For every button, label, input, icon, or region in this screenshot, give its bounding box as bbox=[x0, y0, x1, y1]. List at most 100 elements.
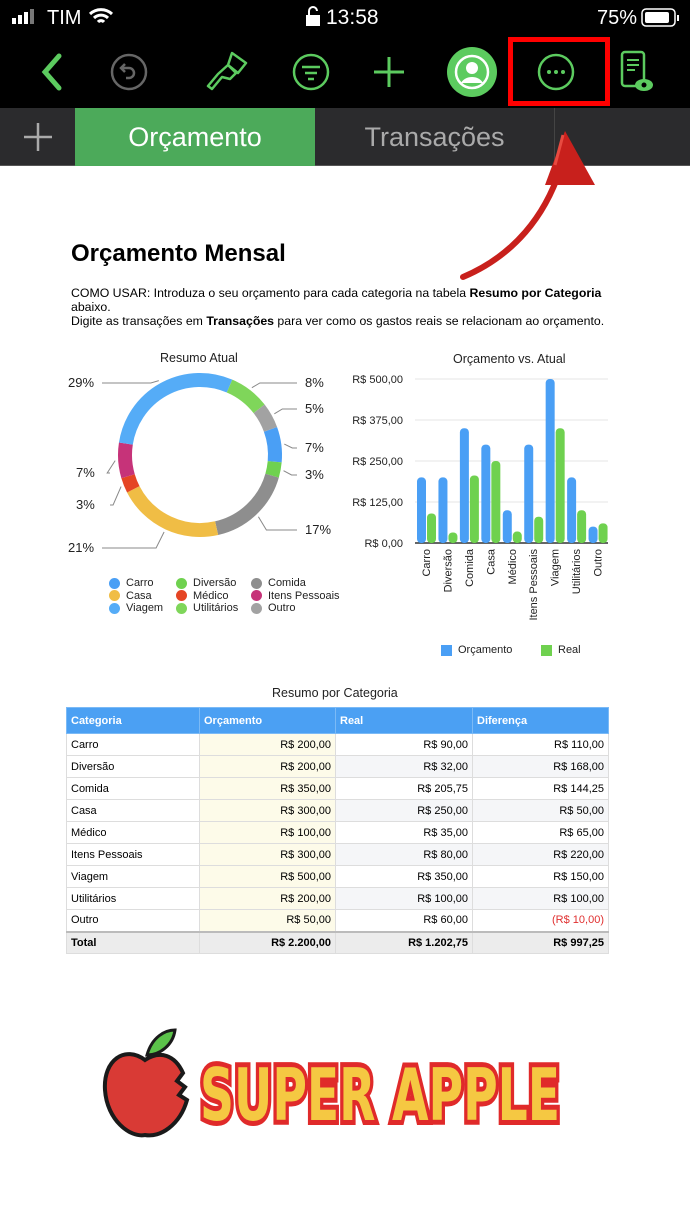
table-cell[interactable]: R$ 350,00 bbox=[199, 777, 336, 800]
bar-orçamento-comida[interactable] bbox=[459, 428, 469, 543]
bar-real-viagem[interactable] bbox=[555, 428, 565, 543]
donut-slice-utilitários[interactable] bbox=[226, 379, 265, 414]
header-orcamento[interactable]: Orçamento bbox=[199, 707, 336, 734]
ellipsis-icon bbox=[537, 53, 575, 91]
bar-real-diversão[interactable] bbox=[448, 532, 458, 543]
bar-orçamento-carro[interactable] bbox=[417, 477, 426, 543]
table-cell[interactable]: R$ 32,00 bbox=[335, 755, 473, 778]
table-cell[interactable]: R$ 300,00 bbox=[199, 843, 336, 866]
bar-orçamento-utilitários[interactable] bbox=[567, 477, 577, 543]
reader-view-button[interactable] bbox=[612, 48, 660, 96]
more-button[interactable] bbox=[532, 48, 580, 96]
table-cell[interactable]: R$ 200,00 bbox=[199, 755, 336, 778]
table-cell[interactable]: Viagem bbox=[66, 865, 200, 888]
table-cell[interactable]: R$ 65,00 bbox=[472, 821, 609, 844]
table-cell[interactable]: R$ 50,00 bbox=[199, 909, 336, 932]
legend-orcamento: Orçamento bbox=[441, 644, 512, 656]
header-diferenca[interactable]: Diferença bbox=[472, 707, 609, 734]
table-cell[interactable]: Diversão bbox=[66, 755, 200, 778]
collaborate-button[interactable] bbox=[447, 47, 497, 97]
legend-dot bbox=[109, 577, 120, 589]
table-cell[interactable]: R$ 100,00 bbox=[199, 821, 336, 844]
table-cell[interactable]: Itens Pessoais bbox=[66, 843, 200, 866]
pct-label: 17% bbox=[305, 522, 332, 537]
table-cell[interactable]: R$ 35,00 bbox=[335, 821, 473, 844]
back-button[interactable] bbox=[28, 48, 76, 96]
donut-slice-outro[interactable] bbox=[253, 404, 278, 432]
legend-real: Real bbox=[541, 644, 581, 656]
undo-button[interactable] bbox=[105, 48, 153, 96]
bar-orçamento-itens-pessoais[interactable] bbox=[524, 444, 534, 543]
table-cell[interactable]: R$ 150,00 bbox=[472, 865, 609, 888]
donut-slice-médico[interactable] bbox=[121, 474, 140, 493]
bar-orçamento-médico[interactable] bbox=[502, 510, 512, 543]
bar-real-comida[interactable] bbox=[469, 475, 479, 543]
leader-line bbox=[251, 382, 297, 389]
table-cell[interactable]: R$ 200,00 bbox=[199, 733, 336, 756]
format-button[interactable] bbox=[204, 48, 252, 96]
legend-item: Carro bbox=[109, 577, 154, 589]
donut-slice-casa[interactable] bbox=[127, 485, 219, 537]
total-cell: R$ 2.200,00 bbox=[199, 930, 336, 954]
table-row: Outro R$ 50,00 R$ 60,00 (R$ 10,00) bbox=[66, 909, 609, 932]
table-cell[interactable]: R$ 60,00 bbox=[335, 909, 473, 932]
table-cell[interactable]: R$ 220,00 bbox=[472, 843, 609, 866]
bar-real-carro[interactable] bbox=[427, 513, 436, 543]
table-cell[interactable]: R$ 90,00 bbox=[335, 733, 473, 756]
table-cell[interactable]: R$ 144,25 bbox=[472, 777, 609, 800]
donut-slice-itens-pessoais[interactable] bbox=[118, 442, 135, 479]
table-cell[interactable]: R$ 50,00 bbox=[472, 799, 609, 822]
bar-real-médico[interactable] bbox=[512, 531, 522, 543]
table-cell[interactable]: R$ 300,00 bbox=[199, 799, 336, 822]
table-cell[interactable]: Comida bbox=[66, 777, 200, 800]
bar-real-utilitários[interactable] bbox=[577, 510, 587, 543]
table-cell[interactable]: R$ 200,00 bbox=[199, 887, 336, 910]
carrier: TIM bbox=[47, 7, 82, 29]
sort-filter-button[interactable] bbox=[287, 48, 335, 96]
legend-label: Carro bbox=[126, 577, 154, 589]
bar-orçamento-outro[interactable] bbox=[588, 526, 598, 543]
undo-icon bbox=[110, 53, 148, 91]
bar-orçamento-viagem[interactable] bbox=[545, 379, 555, 543]
legend-label: Diversão bbox=[193, 577, 237, 589]
x-tick-label: Médico bbox=[507, 549, 519, 584]
bar-real-itens-pessoais[interactable] bbox=[534, 516, 544, 543]
header-categoria[interactable]: Categoria bbox=[66, 707, 200, 734]
table-cell[interactable]: R$ 350,00 bbox=[335, 865, 473, 888]
table-cell[interactable]: Médico bbox=[66, 821, 200, 844]
highlight-box bbox=[508, 37, 610, 106]
table-cell[interactable]: R$ 500,00 bbox=[199, 865, 336, 888]
donut-slice-comida[interactable] bbox=[214, 473, 279, 535]
legend-label: Casa bbox=[126, 589, 152, 602]
bar-orçamento-casa[interactable] bbox=[481, 444, 491, 543]
table-cell[interactable]: Carro bbox=[66, 733, 200, 756]
tab-orcamento[interactable]: Orçamento bbox=[75, 108, 315, 166]
table-cell[interactable]: Casa bbox=[66, 799, 200, 822]
table-cell[interactable]: (R$ 10,00) bbox=[472, 909, 609, 932]
add-sheet-button[interactable] bbox=[0, 108, 75, 166]
leader-line bbox=[283, 470, 297, 476]
leader-line bbox=[110, 486, 122, 506]
table-cell[interactable]: R$ 250,00 bbox=[335, 799, 473, 822]
table-cell[interactable]: R$ 168,00 bbox=[472, 755, 609, 778]
donut-slice-viagem[interactable] bbox=[118, 373, 233, 445]
legend-dot bbox=[109, 590, 120, 601]
legend-item: Itens Pessoais bbox=[251, 590, 340, 602]
table-cell[interactable]: R$ 205,75 bbox=[335, 777, 473, 800]
table-cell[interactable]: R$ 100,00 bbox=[472, 887, 609, 910]
donut-slice-carro[interactable] bbox=[263, 426, 282, 463]
bar-orçamento-diversão[interactable] bbox=[438, 477, 448, 543]
x-tick-label: Comida bbox=[464, 548, 476, 587]
donut-slice-diversão[interactable] bbox=[265, 461, 282, 478]
header-real[interactable]: Real bbox=[335, 707, 473, 734]
legend-dot bbox=[176, 590, 187, 601]
insert-button[interactable] bbox=[365, 48, 413, 96]
tab-transacoes[interactable]: Transações bbox=[315, 108, 555, 166]
table-cell[interactable]: Outro bbox=[66, 909, 200, 932]
table-cell[interactable]: R$ 80,00 bbox=[335, 843, 473, 866]
table-cell[interactable]: R$ 110,00 bbox=[472, 733, 609, 756]
bar-real-casa[interactable] bbox=[491, 461, 501, 543]
table-cell[interactable]: R$ 100,00 bbox=[335, 887, 473, 910]
bar-real-outro[interactable] bbox=[598, 523, 608, 543]
table-cell[interactable]: Utilitários bbox=[66, 887, 200, 910]
